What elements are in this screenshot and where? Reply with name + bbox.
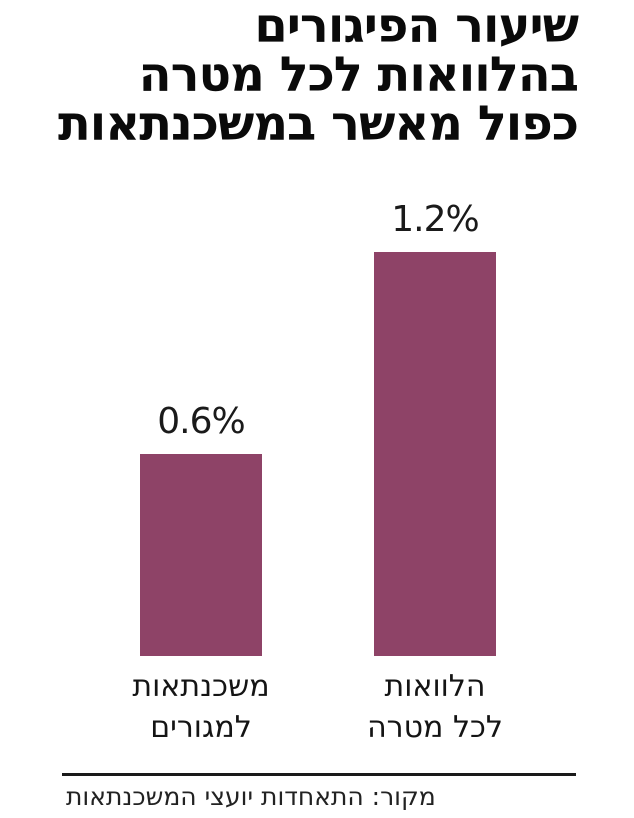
- value-label-all-purpose-loans: 1.2%: [391, 199, 479, 240]
- chart-title: שיעור הפיגורים בהלוואות לכל מטרה כפול מא…: [40, 0, 579, 152]
- bar-group-mortgages: 0.6% משכנתאות למגורים: [101, 400, 301, 748]
- bar-all-purpose-loans: [374, 252, 496, 656]
- title-line-2: בהלוואות לכל מטרה: [138, 47, 579, 103]
- bar-group-all-purpose-loans: 1.2% הלוואות לכל מטרה: [335, 198, 535, 748]
- title-line-3: כפול מאשר במשכנתאות: [57, 96, 579, 152]
- value-label-mortgages: 0.6%: [157, 401, 245, 442]
- bar-mortgages: [140, 454, 262, 656]
- source-text: מקור: התאחדות יועצי המשכנתאות: [66, 782, 436, 811]
- title-line-1: שיעור הפיגורים: [254, 0, 579, 54]
- category-line: הלוואות: [384, 669, 486, 704]
- category-line: משכנתאות: [132, 669, 270, 704]
- category-line: לכל מטרה: [367, 710, 503, 745]
- source-divider: [62, 773, 576, 776]
- category-label-all-purpose-loans: הלוואות לכל מטרה: [367, 666, 503, 748]
- category-line: למגורים: [150, 710, 252, 745]
- category-label-mortgages: משכנתאות למגורים: [132, 666, 269, 748]
